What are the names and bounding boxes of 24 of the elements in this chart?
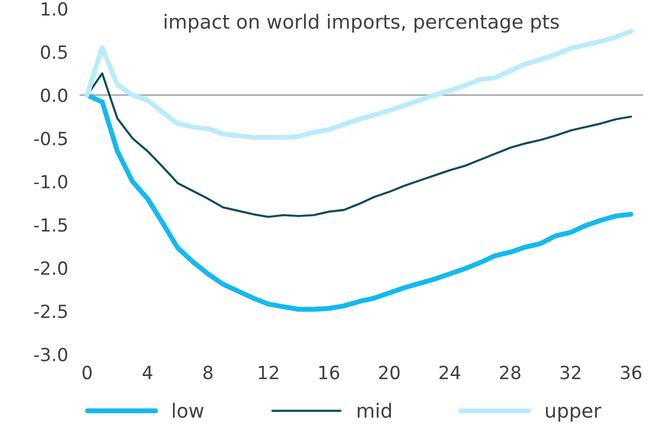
- x-tick-label: 28: [500, 366, 520, 380]
- legend-label: low: [172, 402, 204, 418]
- x-tick-label: 8: [203, 366, 212, 380]
- x-tick-label: 20: [379, 366, 400, 380]
- y-tick-label: -2.0: [34, 261, 68, 275]
- x-tick-label: 16: [319, 366, 340, 380]
- legend-label: mid: [358, 402, 391, 418]
- x-tick-label: 0: [82, 366, 92, 380]
- x-tick-label: 36: [620, 366, 642, 380]
- y-tick-label: -1.5: [34, 218, 67, 232]
- line-series: [84, 92, 634, 312]
- y-tick-label: -1.0: [34, 174, 68, 189]
- y-tick-label: 1.0: [42, 2, 68, 16]
- y-tick-label: -2.5: [34, 304, 67, 318]
- x-tick-label: 4: [142, 366, 152, 380]
- x-tick-label: 32: [560, 366, 580, 380]
- y-tick-label: 0.0: [40, 88, 68, 102]
- x-tick-label: 24: [440, 366, 460, 380]
- chart-title: impact on world imports, percentage pts: [164, 14, 559, 33]
- x-tick-label: 12: [258, 366, 278, 380]
- y-tick-label: -3.0: [34, 348, 68, 362]
- y-tick-label: -0.5: [34, 132, 67, 146]
- legend-label: upper: [546, 406, 602, 422]
- y-tick-label: 0.5: [40, 45, 67, 59]
